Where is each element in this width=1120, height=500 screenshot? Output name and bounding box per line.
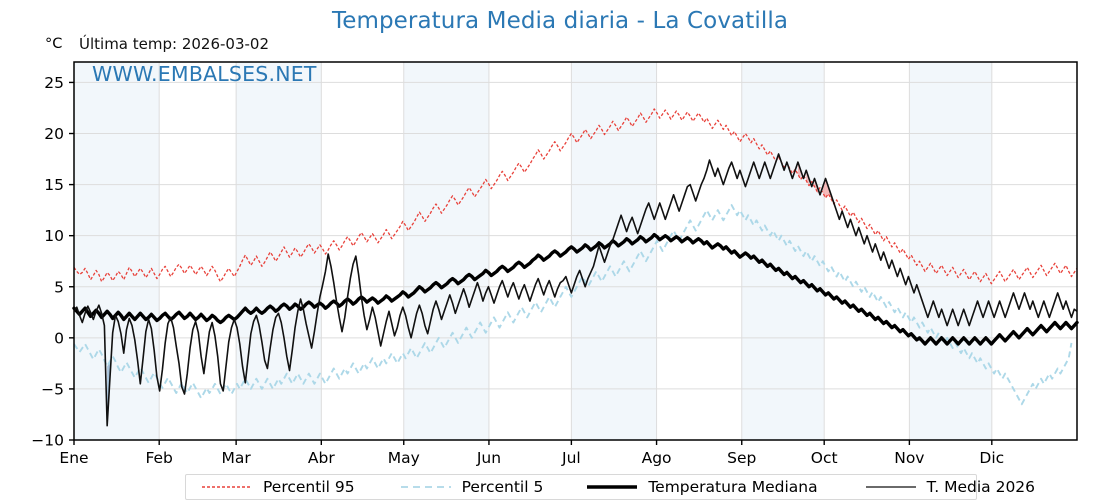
- svg-text:−5: −5: [41, 380, 64, 398]
- svg-text:Jul: Jul: [561, 449, 581, 467]
- legend-swatch-temperatura-mediana: [587, 485, 638, 489]
- svg-text:Ago: Ago: [642, 449, 672, 467]
- last-temp-label: Última temp: 2026-03-02: [79, 35, 270, 53]
- svg-text:Feb: Feb: [145, 449, 172, 467]
- svg-text:May: May: [388, 449, 420, 467]
- legend-item-temperatura-mediana[interactable]: Temperatura Mediana: [585, 475, 818, 499]
- svg-text:Oct: Oct: [811, 449, 838, 467]
- svg-text:5: 5: [54, 278, 64, 296]
- legend-label-percentil-5: Percentil 5: [461, 478, 544, 496]
- svg-text:−10: −10: [31, 432, 64, 450]
- y-axis-unit-label: °C: [45, 36, 63, 52]
- svg-text:0: 0: [54, 329, 64, 347]
- svg-text:Jun: Jun: [476, 449, 501, 467]
- watermark-label: WWW.EMBALSES.NET: [92, 62, 317, 86]
- svg-text:25: 25: [44, 74, 64, 92]
- svg-text:Mar: Mar: [222, 449, 252, 467]
- legend-label-temperatura-mediana: Temperatura Mediana: [648, 478, 818, 496]
- svg-text:Ene: Ene: [59, 449, 88, 467]
- svg-text:Nov: Nov: [894, 449, 924, 467]
- legend-label-percentil-95: Percentil 95: [263, 478, 355, 496]
- svg-text:20: 20: [44, 125, 64, 143]
- svg-text:Dic: Dic: [979, 449, 1004, 467]
- chart-legend: Percentil 95 Percentil 5 Temperatura Med…: [185, 474, 1035, 500]
- legend-swatch-t-media-2026: [865, 486, 916, 488]
- legend-swatch-percentil-95: [202, 486, 252, 488]
- svg-text:Sep: Sep: [727, 449, 756, 467]
- legend-item-percentil-5[interactable]: Percentil 5: [399, 475, 544, 499]
- svg-text:15: 15: [44, 176, 64, 194]
- svg-text:Abr: Abr: [308, 449, 335, 467]
- legend-label-t-media-2026: T. Media 2026: [926, 478, 1036, 496]
- legend-item-percentil-95[interactable]: Percentil 95: [200, 475, 355, 499]
- svg-text:10: 10: [44, 227, 64, 245]
- legend-swatch-percentil-5: [400, 486, 451, 488]
- legend-item-t-media-2026[interactable]: T. Media 2026: [864, 475, 1035, 499]
- page-title: Temperatura Media diaria - La Covatilla: [331, 8, 789, 34]
